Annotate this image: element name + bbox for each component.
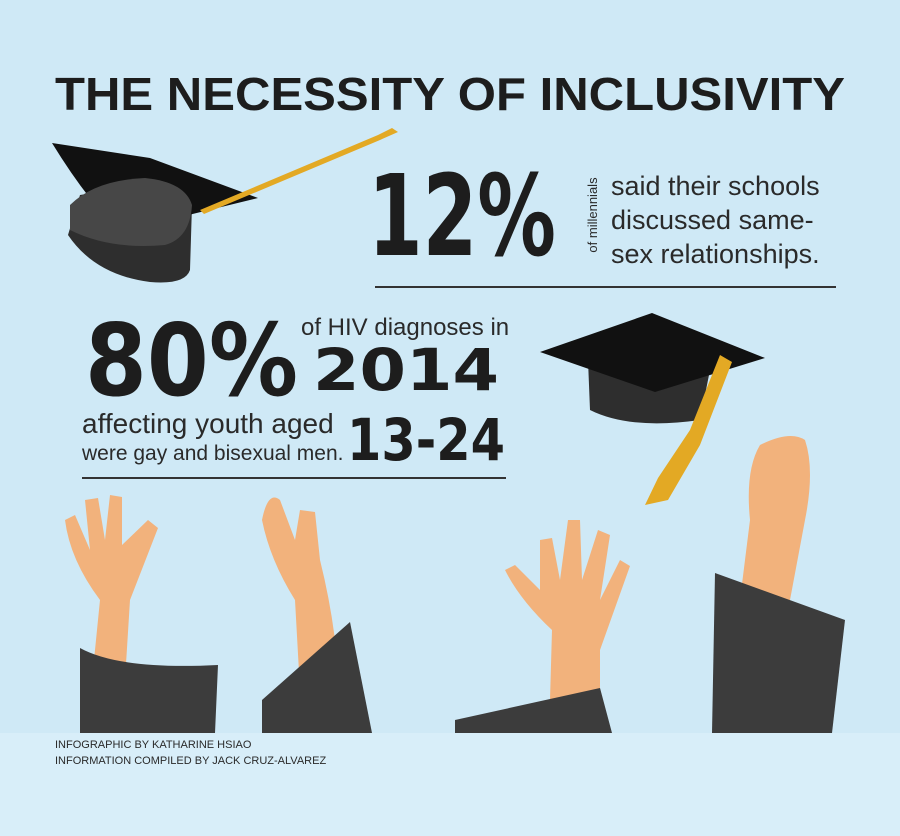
sleeve: [262, 622, 372, 733]
stat-text: of HIV diagnoses in: [301, 314, 509, 341]
cap-board: [540, 313, 765, 392]
cap-right: [540, 313, 765, 505]
stat-text: said their schools: [611, 171, 820, 201]
hand: [505, 520, 630, 700]
hand: [65, 495, 158, 680]
stat-ages: 13-24: [347, 406, 505, 474]
cap-top: [70, 178, 192, 246]
hand: [740, 436, 810, 600]
sleeves: [80, 573, 845, 733]
cap-left: [52, 128, 398, 283]
credit: INFORMATION COMPILED BY JACK CRUZ-ALVARE…: [55, 755, 326, 767]
footer-band: [0, 733, 900, 836]
title: THE NECESSITY OF INCLUSIVITY: [55, 68, 845, 120]
credit: INFOGRAPHIC BY KATHARINE HSIAO: [55, 739, 252, 751]
tassel: [200, 128, 398, 214]
stat-text: affecting youth aged: [82, 408, 334, 439]
tassel: [645, 355, 732, 505]
stat-text: discussed same-: [611, 205, 814, 235]
sleeve: [455, 688, 612, 733]
stat-number: 12%: [368, 152, 556, 282]
hands: [65, 436, 810, 700]
sleeve: [80, 648, 218, 733]
sleeve: [712, 573, 845, 733]
stat-qualifier: of millennials: [585, 177, 600, 253]
stat-text: sex relationships.: [611, 239, 820, 269]
stat-text: were gay and bisexual men.: [81, 442, 344, 465]
hand: [262, 497, 335, 690]
stat-number: 80%: [85, 302, 298, 419]
stat-year: 2014: [313, 336, 499, 404]
